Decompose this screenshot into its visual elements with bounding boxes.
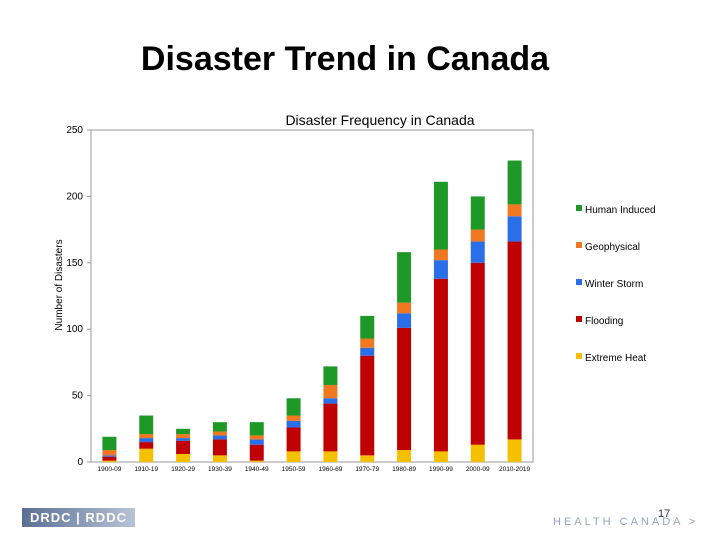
bar-segment bbox=[323, 398, 338, 404]
footer-org: HEALTH CANADA > bbox=[553, 516, 699, 528]
bar-segment bbox=[249, 435, 264, 440]
bar-segment bbox=[139, 415, 154, 435]
y-tick-label: 0 bbox=[77, 457, 83, 468]
chart-title: Disaster Frequency in Canada bbox=[285, 112, 474, 128]
plot-area: 0 50 100 150 200 250 1900-09 1910-19 1920-29 1930… bbox=[66, 125, 534, 473]
bar-segment bbox=[470, 229, 485, 242]
bar-segment bbox=[176, 434, 191, 439]
bar-segment bbox=[323, 403, 338, 452]
bar-segment bbox=[176, 454, 191, 462]
legend-label: Geophysical bbox=[585, 242, 640, 253]
bar-segment bbox=[249, 444, 264, 461]
slide-title: Disaster Trend in Canada bbox=[140, 40, 550, 78]
bar-segment bbox=[102, 436, 117, 451]
x-tick-label: 1970-79 bbox=[355, 466, 379, 473]
bar-segment bbox=[433, 249, 448, 261]
bar-segment bbox=[286, 415, 301, 421]
legend-swatch bbox=[576, 316, 582, 322]
bar-segment bbox=[470, 262, 485, 445]
bar-segment bbox=[323, 384, 338, 399]
legend-swatch bbox=[576, 242, 582, 248]
legend-swatch bbox=[576, 205, 582, 211]
bar-segment bbox=[433, 278, 448, 452]
legend-label: Human Induced bbox=[585, 205, 656, 216]
bar-segment bbox=[360, 355, 375, 456]
bar-segment bbox=[139, 442, 154, 449]
bar-segment bbox=[139, 434, 154, 439]
bar-segment bbox=[507, 439, 522, 462]
bar-segment bbox=[360, 455, 375, 462]
bar-segment bbox=[286, 427, 301, 452]
bar-segment bbox=[397, 450, 412, 462]
bar-segment bbox=[212, 439, 227, 456]
bar-segment bbox=[507, 204, 522, 217]
bar-segment bbox=[397, 252, 412, 303]
x-tick-label: 1940-49 bbox=[245, 466, 269, 473]
x-tick-label: 1910-19 bbox=[134, 466, 158, 473]
y-tick-label: 50 bbox=[72, 391, 84, 402]
bar-segment bbox=[360, 338, 375, 348]
bar-segment bbox=[102, 450, 117, 456]
x-tick-label: 1990-99 bbox=[429, 466, 453, 473]
bar-segment bbox=[470, 196, 485, 230]
footer-logo: DRDC | RDDC bbox=[22, 506, 135, 528]
bar-segment bbox=[176, 438, 191, 441]
bar-segment bbox=[360, 315, 375, 339]
bar-segment bbox=[249, 422, 264, 436]
legend: Human Induced Geophysical Winter Storm Floo… bbox=[576, 205, 656, 364]
bar-segment bbox=[286, 398, 301, 416]
page-number: 17 bbox=[658, 508, 671, 520]
bar-segment bbox=[433, 451, 448, 462]
bar-segment bbox=[507, 216, 522, 242]
bar-segment bbox=[176, 428, 191, 435]
x-tick-label: 1980-89 bbox=[392, 466, 416, 473]
y-tick-label: 100 bbox=[66, 324, 83, 335]
y-tick-label: 200 bbox=[66, 191, 83, 202]
drdc-logo: DRDC | RDDC bbox=[22, 507, 135, 527]
bar-segment bbox=[507, 241, 522, 440]
bar-segment bbox=[470, 444, 485, 462]
bar-segment bbox=[212, 435, 227, 440]
bar-segment bbox=[286, 451, 301, 462]
x-tick-label: 1960-69 bbox=[318, 466, 342, 473]
x-tick-label: 2010-2019 bbox=[499, 466, 530, 473]
bar-segment bbox=[212, 455, 227, 462]
legend-swatch bbox=[576, 353, 582, 359]
y-axis-label: Number of Disasters bbox=[54, 239, 65, 330]
bar-segment bbox=[102, 456, 117, 461]
x-tick-label: 1920-29 bbox=[171, 466, 195, 473]
bar-segment bbox=[397, 302, 412, 314]
x-tick-label: 1930-39 bbox=[208, 466, 232, 473]
bar-segment bbox=[249, 460, 264, 462]
legend-label: Winter Storm bbox=[585, 279, 643, 290]
legend-label: Extreme Heat bbox=[585, 353, 646, 364]
bar-segment bbox=[470, 241, 485, 263]
legend-label: Flooding bbox=[585, 316, 623, 327]
bar-segment bbox=[433, 181, 448, 250]
bar-segment bbox=[507, 160, 522, 205]
bar-segment bbox=[212, 431, 227, 436]
bar-segment bbox=[176, 440, 191, 455]
bar-segment bbox=[249, 439, 264, 445]
y-tick-label: 150 bbox=[66, 258, 83, 269]
bar-segment bbox=[397, 313, 412, 328]
bar-segment bbox=[139, 448, 154, 462]
bar-segment bbox=[323, 366, 338, 385]
bar-segment bbox=[102, 455, 117, 457]
bar-segment bbox=[433, 260, 448, 279]
x-tick-label: 1950-59 bbox=[282, 466, 306, 473]
bar-segment bbox=[212, 422, 227, 432]
bar-segment bbox=[360, 347, 375, 356]
y-tick-label: 250 bbox=[66, 125, 83, 136]
plot-frame bbox=[90, 129, 534, 463]
legend-swatch bbox=[576, 279, 582, 285]
bar-segment bbox=[397, 327, 412, 451]
x-tick-label: 2000-09 bbox=[466, 466, 490, 473]
bar-segment bbox=[139, 438, 154, 443]
bar-segment bbox=[102, 460, 117, 462]
x-tick-label: 1900-09 bbox=[97, 466, 121, 473]
bar-segment bbox=[286, 420, 301, 428]
bar-segment bbox=[323, 451, 338, 462]
